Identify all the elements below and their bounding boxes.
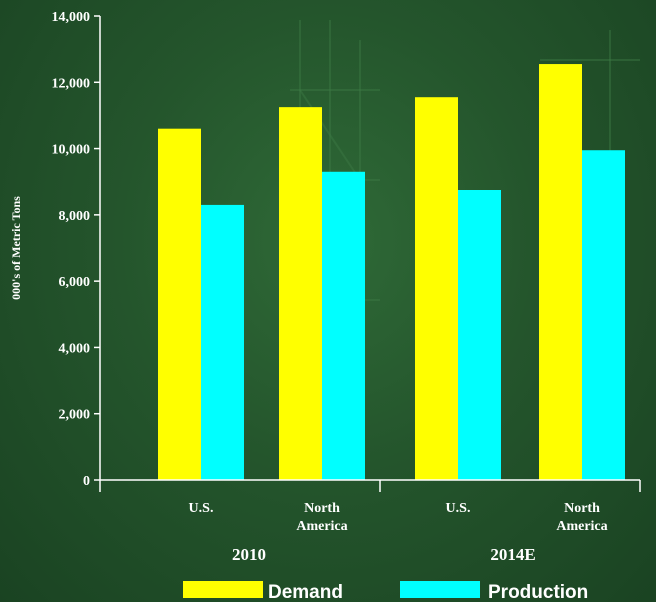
legend-label-demand: Demand	[268, 582, 343, 602]
x-axis: U.S. North America U.S. North America 2010 2014…	[99, 479, 641, 564]
x-group-label: 2010	[232, 545, 266, 564]
y-tick-label: 8,000	[59, 209, 91, 224]
x-category-label: North America	[556, 501, 607, 534]
y-tick-label: 12,000	[52, 76, 91, 91]
legend-swatch-demand	[183, 581, 263, 598]
legend-swatch-production	[400, 581, 480, 598]
bar-demand-3	[539, 64, 582, 481]
bar-demand-0	[158, 128, 201, 480]
y-tick-label: 4,000	[59, 341, 91, 356]
x-group-label: 2014E	[490, 545, 535, 564]
y-tick-label: 14,000	[52, 10, 91, 25]
y-axis: 0 2,000 4,000 6,000 8,000 10,000 12,000 14,000	[52, 10, 101, 489]
bar-demand-1	[279, 107, 322, 481]
y-axis-title: 000's of Metric Tons	[9, 196, 23, 300]
y-axis-title-group: 000's of Metric Tons	[9, 196, 23, 300]
y-tick-label: 6,000	[59, 275, 91, 290]
y-tick-label: 10,000	[52, 143, 91, 158]
y-tick-label: 2,000	[59, 408, 91, 423]
legend: Demand Production	[183, 581, 588, 602]
x-category-label: North America	[296, 501, 347, 534]
bar-production-1	[322, 171, 365, 480]
bar-production-2	[458, 190, 501, 480]
x-category-label: U.S.	[446, 501, 471, 516]
bar-production-3	[582, 150, 625, 480]
bars-group	[158, 64, 625, 481]
bar-production-0	[201, 204, 244, 480]
y-tick-label: 0	[83, 474, 90, 489]
bar-demand-2	[415, 97, 458, 480]
x-category-label: U.S.	[189, 501, 214, 516]
legend-label-production: Production	[488, 582, 588, 602]
